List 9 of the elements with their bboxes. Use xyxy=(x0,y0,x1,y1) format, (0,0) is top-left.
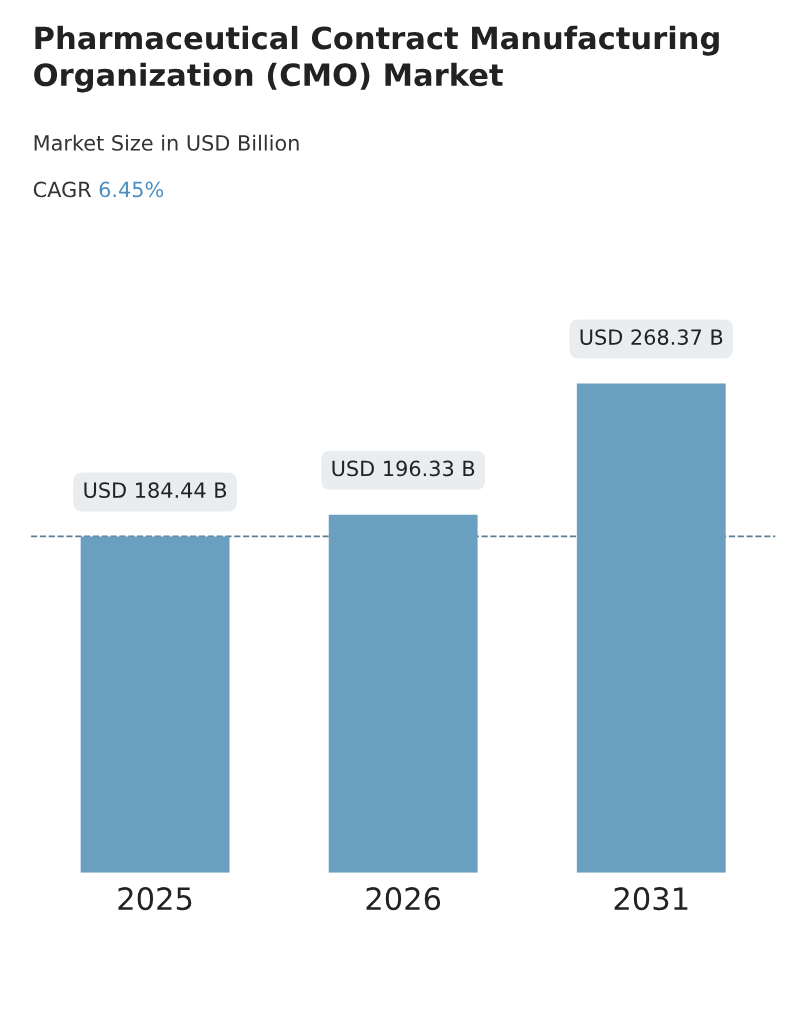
data-label: USD 196.33 B xyxy=(332,460,475,477)
text: CAGR 6.45% xyxy=(33,181,164,198)
data-label: USD 184.44 B xyxy=(84,482,227,499)
x-tick-label: 2031 xyxy=(614,887,688,911)
x-tick-label: 2026 xyxy=(366,887,441,911)
chart-title: Pharmaceutical Contract Manufacturing Organization (CMO) Market xyxy=(34,25,719,93)
data-label: USD 268.37 B xyxy=(580,329,723,345)
chart-subtitle: Market Size in USD Billion xyxy=(34,134,299,151)
x-tick-label: 2025 xyxy=(118,887,192,911)
